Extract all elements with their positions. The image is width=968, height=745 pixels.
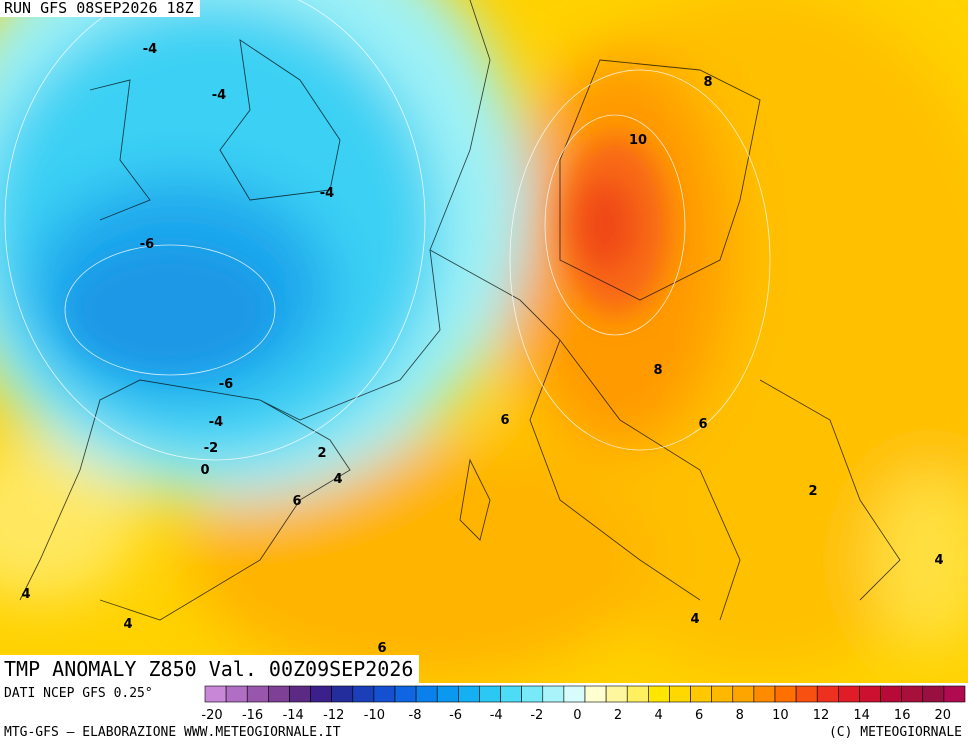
colorbar-tick-label: 10 xyxy=(772,708,789,723)
contour-label: 4 xyxy=(21,587,30,602)
colorbar-swatch xyxy=(816,685,839,703)
contour-label: 0 xyxy=(200,463,209,478)
colorbar-swatch xyxy=(732,685,755,703)
colorbar-swatch xyxy=(584,685,607,703)
colorbar-swatch xyxy=(394,685,417,703)
colorbar-tick-label: 2 xyxy=(614,708,622,723)
colorbar-swatch xyxy=(922,685,945,703)
contour-label: -6 xyxy=(219,377,233,392)
footer-right: (C) METEOGIORNALE xyxy=(828,725,962,740)
colorbar-tick-label: -20 xyxy=(201,708,222,723)
map-title: TMP ANOMALY Z850 Val. 00Z09SEP2026 xyxy=(0,655,420,683)
colorbar-swatch xyxy=(901,685,924,703)
contour-label: 8 xyxy=(653,363,662,378)
contour-label: -4 xyxy=(212,88,226,103)
colorbar-swatch xyxy=(859,685,881,703)
colorbar-swatch xyxy=(943,685,966,703)
colorbar-tick-label: -10 xyxy=(364,708,385,723)
colorbar-swatch xyxy=(521,685,544,703)
contours xyxy=(4,0,771,461)
colorbar-tick-label: 20 xyxy=(935,708,952,723)
colorbar-swatch xyxy=(500,685,522,703)
contour-label: 6 xyxy=(698,417,707,432)
colorbar-tick-label: -12 xyxy=(323,708,344,723)
colorbar-tick-label: -6 xyxy=(449,708,462,723)
colorbar-swatch xyxy=(458,685,480,703)
contour-label: 10 xyxy=(629,133,647,148)
colorbar-swatch xyxy=(289,685,311,703)
colorbar-swatch xyxy=(204,685,227,703)
contour-label: 4 xyxy=(934,553,943,568)
colorbar-swatch xyxy=(373,685,396,703)
colorbar-swatch xyxy=(436,685,459,703)
colorbar-swatch xyxy=(310,685,332,703)
colorbar-swatch xyxy=(648,685,670,703)
colorbar-tick-label: 16 xyxy=(894,708,911,723)
anomaly-core xyxy=(70,135,670,370)
colorbar-swatch xyxy=(605,685,628,703)
contour-label: -4 xyxy=(143,42,157,57)
colorbar-tick-label: -4 xyxy=(490,708,503,723)
colorbar-tick-label: 6 xyxy=(695,708,703,723)
contour-label: 2 xyxy=(317,446,326,461)
source-label: DATI NCEP GFS 0.25° xyxy=(4,686,153,701)
footer-left: MTG-GFS — ELABORAZIONE WWW.METEOGIORNALE… xyxy=(4,725,341,740)
colorbar-swatch xyxy=(690,685,712,703)
colorbar-swatch xyxy=(542,685,565,703)
run-label: RUN GFS 08SEP2026 18Z xyxy=(0,0,200,17)
contour-label: 6 xyxy=(377,641,386,656)
colorbar-swatch xyxy=(352,685,375,703)
colorbar-swatch xyxy=(331,685,354,703)
colorbar-swatch xyxy=(795,685,818,703)
colorbar-tick-label: -2 xyxy=(530,708,543,723)
colorbar-tick-label: 8 xyxy=(736,708,744,723)
anomaly-field xyxy=(0,0,968,680)
colorbar-tick-label: 0 xyxy=(573,708,581,723)
contour-label: -6 xyxy=(140,237,154,252)
colorbar-swatch xyxy=(268,685,290,703)
contour-label: 6 xyxy=(292,494,301,509)
contour-label: 4 xyxy=(690,612,699,627)
colorbar-swatch xyxy=(479,685,501,703)
contour-label: 4 xyxy=(123,617,132,632)
colorbar-tick-label: -8 xyxy=(409,708,422,723)
colorbar-swatch xyxy=(774,685,797,703)
contour-label: 4 xyxy=(333,472,342,487)
colorbar-tick-label: -14 xyxy=(283,708,304,723)
coastlines xyxy=(19,0,901,621)
colorbar-tick-label: 14 xyxy=(853,708,870,723)
colorbar-swatch xyxy=(246,685,269,703)
colorbar-swatch xyxy=(415,685,438,703)
contour-label: -4 xyxy=(209,415,223,430)
colorbar-swatch xyxy=(563,685,586,703)
colorbar-tick-label: 12 xyxy=(813,708,830,723)
contour-label: 8 xyxy=(703,75,712,90)
colorbar-swatch xyxy=(626,685,649,703)
colorbar-tick-label: 4 xyxy=(654,708,662,723)
colorbar: -20 -16 -14 -12 -10 -8 -6 -4 -2 0 2 4 6 8 10 12 14 16 20 xyxy=(201,685,966,723)
contour-label: -2 xyxy=(204,441,218,456)
contour-label: 6 xyxy=(500,413,509,428)
colorbar-tick-label: -16 xyxy=(242,708,263,723)
colorbar-swatch xyxy=(753,685,776,703)
contour-label: -4 xyxy=(320,186,334,201)
colorbar-swatch xyxy=(880,685,902,703)
colorbar-swatch xyxy=(669,685,691,703)
colorbar-swatch xyxy=(225,685,248,703)
contour-label: 2 xyxy=(808,484,817,499)
colorbar-swatch xyxy=(711,685,734,703)
colorbar-swatch xyxy=(838,685,860,703)
